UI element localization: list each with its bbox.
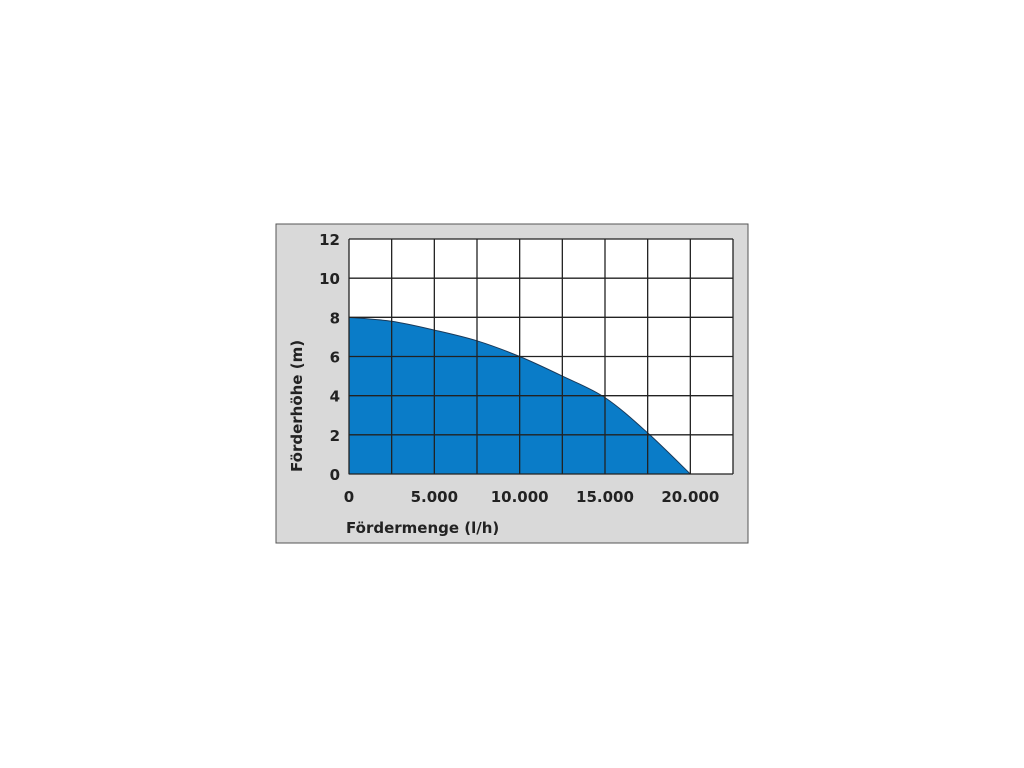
x-tick-label: 10.000 <box>491 488 549 506</box>
y-axis-label: Förderhöhe (m) <box>288 340 306 472</box>
x-tick-label: 0 <box>344 488 354 506</box>
y-tick-label: 12 <box>319 231 340 249</box>
x-tick-label: 20.000 <box>661 488 719 506</box>
x-tick-label: 15.000 <box>576 488 634 506</box>
y-tick-label: 2 <box>330 427 340 445</box>
y-tick-label: 10 <box>319 270 340 288</box>
y-tick-label: 0 <box>330 466 340 484</box>
x-tick-label: 5.000 <box>411 488 458 506</box>
y-tick-label: 8 <box>330 309 340 327</box>
x-axis-label: Fördermenge (l/h) <box>346 519 499 537</box>
y-tick-label: 6 <box>330 349 340 367</box>
y-tick-label: 4 <box>330 388 340 406</box>
